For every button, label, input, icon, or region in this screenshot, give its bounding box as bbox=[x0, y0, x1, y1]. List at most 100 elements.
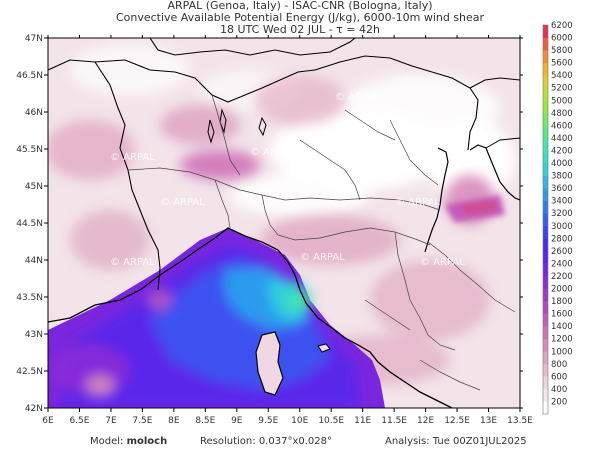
colorbar-swatch bbox=[543, 388, 548, 402]
colorbar-label: 1800 bbox=[551, 297, 573, 307]
region-border bbox=[394, 231, 456, 351]
analysis-info: Analysis: Tue 00Z01JUL2025 bbox=[385, 436, 527, 447]
longitude-axis: 6E 6.5E 7E 7.5E 8E 8.5E 9E 9.5E 10E 10.5E 11E 11.5E… bbox=[42, 35, 533, 426]
lat-tick-label: 42N bbox=[25, 404, 43, 414]
colorbar-swatch bbox=[543, 288, 548, 302]
lon-tick-label: 12E bbox=[417, 416, 434, 426]
watermark-text: © ARPAL bbox=[250, 147, 295, 158]
country-border bbox=[314, 55, 479, 151]
colorbar-label: 600 bbox=[551, 372, 567, 382]
colorbar-label: 4400 bbox=[551, 134, 573, 144]
colorbar-label: 6000 bbox=[551, 34, 573, 44]
lon-tick-label: 9E bbox=[231, 416, 243, 426]
colorbar-swatch bbox=[543, 87, 548, 101]
colorbar-label: 3400 bbox=[551, 197, 573, 207]
resolution-info: Resolution: 0.037°x0.028° bbox=[200, 436, 332, 447]
colorbar-label: 3200 bbox=[551, 209, 573, 219]
lat-tick-label: 46.5N bbox=[16, 71, 43, 81]
colorbar-label: 4800 bbox=[551, 109, 573, 119]
colorbar-swatch bbox=[543, 401, 548, 415]
lon-tick-label: 12.5E bbox=[444, 416, 470, 426]
colorbar-label: 800 bbox=[551, 360, 567, 370]
colorbar: 200 400 600 800 1000 1200 1400 1600 1800 2000 2200… bbox=[542, 21, 573, 415]
region-border bbox=[127, 167, 441, 211]
region-border bbox=[261, 194, 431, 246]
lon-tick-label: 13E bbox=[480, 416, 497, 426]
colorbar-label: 2800 bbox=[551, 234, 573, 244]
lat-tick-label: 43.5N bbox=[16, 293, 43, 303]
colorbar-swatch bbox=[543, 25, 548, 38]
mainland-coastline bbox=[48, 227, 453, 408]
colorbar-swatch bbox=[543, 313, 548, 327]
colorbar-swatch bbox=[543, 338, 548, 352]
colorbar-swatch bbox=[543, 37, 548, 51]
watermark-text: © ARPAL bbox=[110, 257, 155, 268]
regional-borders bbox=[127, 94, 516, 391]
colorbar-frame bbox=[542, 24, 549, 415]
lon-tick-label: 8.5E bbox=[195, 416, 215, 426]
lat-tick-label: 46N bbox=[25, 108, 43, 118]
header-line-2: Convective Available Potential Energy (J… bbox=[115, 11, 485, 24]
colorbar-swatch bbox=[543, 263, 548, 277]
lat-tick-label: 42.5N bbox=[16, 367, 43, 377]
latitude-axis: 42N 42.5N 43N 43.5N 44N 44.5N 45N 45.5N 46N 46.5N… bbox=[16, 34, 523, 414]
colorbar-swatch bbox=[543, 376, 548, 390]
istria-coastline bbox=[469, 144, 520, 201]
lake-outline bbox=[207, 119, 215, 144]
model-info: Model: moloch bbox=[90, 436, 167, 447]
colorbar-swatch bbox=[543, 363, 548, 377]
lake-outline bbox=[258, 116, 267, 137]
colorbar-label: 5200 bbox=[551, 84, 573, 94]
region-border bbox=[344, 109, 396, 141]
colorbar-swatch bbox=[543, 137, 548, 151]
lon-tick-label: 13.5E bbox=[507, 416, 533, 426]
sea-cape-field bbox=[48, 228, 385, 408]
region-border bbox=[299, 139, 361, 201]
colorbar-label: 200 bbox=[551, 397, 567, 407]
corsica-land bbox=[256, 332, 283, 395]
country-border bbox=[149, 38, 356, 56]
watermark-text: © ARPAL bbox=[395, 197, 440, 208]
region-border bbox=[389, 119, 439, 186]
lon-tick-label: 11E bbox=[354, 416, 371, 426]
colorbar-swatch bbox=[543, 50, 548, 64]
region-border bbox=[364, 299, 411, 331]
colorbar-swatch bbox=[543, 326, 548, 340]
region-border bbox=[427, 241, 516, 313]
model-value: moloch bbox=[126, 436, 168, 447]
colorbar-swatch bbox=[543, 213, 548, 227]
colorbar-swatch bbox=[543, 112, 548, 126]
colorbar-swatch bbox=[543, 125, 548, 139]
lat-tick-label: 45.5N bbox=[16, 145, 43, 155]
watermark-text: © ARPAL bbox=[335, 92, 380, 103]
lat-tick-label: 44.5N bbox=[16, 219, 43, 229]
colorbar-swatch bbox=[543, 62, 548, 76]
colorbar-swatch bbox=[543, 301, 548, 315]
lon-tick-label: 11.5E bbox=[381, 416, 407, 426]
lake-outline bbox=[219, 108, 227, 134]
colorbar-label: 400 bbox=[551, 385, 567, 395]
analysis-label: Analysis: bbox=[385, 436, 430, 447]
colorbar-swatch bbox=[543, 163, 548, 176]
map-lines bbox=[48, 38, 520, 408]
colorbar-label: 2000 bbox=[551, 285, 573, 295]
lon-tick-label: 7E bbox=[105, 416, 117, 426]
colorbar-label: 6200 bbox=[551, 21, 573, 31]
lon-tick-label: 10E bbox=[291, 416, 308, 426]
region-border bbox=[419, 359, 481, 391]
colorbar-label: 2400 bbox=[551, 259, 573, 269]
country-border bbox=[485, 137, 520, 149]
colorbar-swatch bbox=[543, 250, 548, 264]
watermark-text: © ARPAL bbox=[420, 257, 465, 268]
colorbar-label: 1000 bbox=[551, 347, 573, 357]
colorbar-swatch bbox=[543, 100, 548, 114]
adriatic-coastline bbox=[424, 147, 449, 253]
analysis-value: Tue 00Z01JUL2025 bbox=[432, 436, 527, 447]
country-border bbox=[48, 59, 316, 103]
colorbar-label: 3800 bbox=[551, 172, 573, 182]
colorbar-swatch bbox=[543, 275, 548, 289]
adriatic-hotspot bbox=[445, 195, 505, 222]
resolution-value: 0.037°x0.028° bbox=[258, 436, 332, 447]
resolution-label: Resolution: bbox=[200, 436, 256, 447]
